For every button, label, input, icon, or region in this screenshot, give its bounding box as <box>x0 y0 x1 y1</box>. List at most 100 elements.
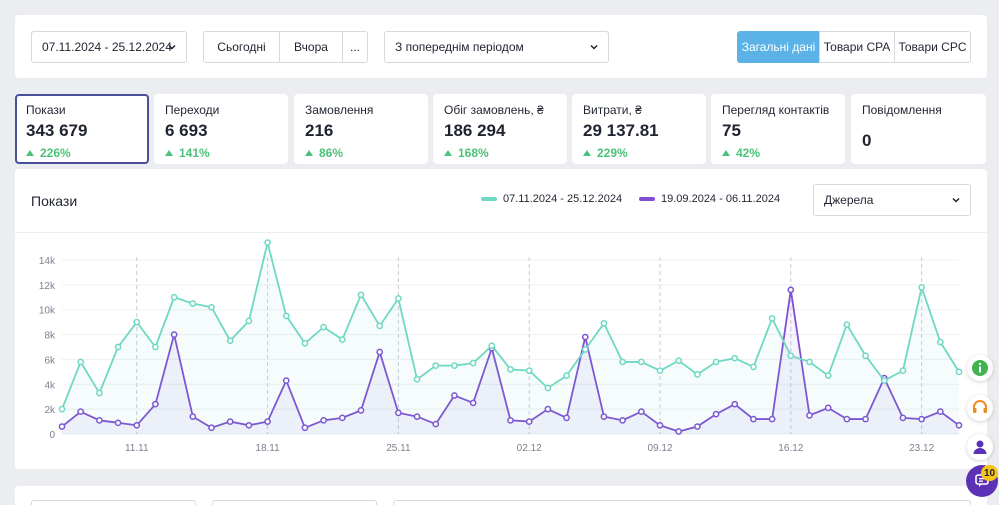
person-icon <box>973 440 987 454</box>
y-tick-label: 8k <box>44 331 56 342</box>
data-point <box>170 293 178 301</box>
data-point <box>395 295 402 302</box>
data-point <box>731 354 739 362</box>
info-icon <box>972 360 988 376</box>
data-point <box>114 343 122 351</box>
x-tick-label: 02.12 <box>517 443 542 454</box>
yesterday-button[interactable]: Вчора <box>279 31 343 63</box>
data-point <box>58 423 66 430</box>
kpi-card-clicks[interactable]: Переходи 6 693 141% <box>154 94 288 164</box>
data-point <box>544 384 552 392</box>
data-point <box>208 424 215 432</box>
data-point <box>581 333 589 341</box>
data-point <box>469 399 477 407</box>
bottom-field[interactable] <box>212 500 377 505</box>
data-point <box>320 416 327 424</box>
chat-unread-badge: 10 <box>981 465 999 481</box>
kpi-card-expenses[interactable]: Витрати, ₴ 29 137.81 229% <box>572 94 706 164</box>
kpi-card-contact-views[interactable]: Перегляд контактів 75 42% <box>711 94 845 164</box>
data-point <box>525 418 533 425</box>
kpi-value: 29 137.81 <box>583 121 659 140</box>
today-button[interactable]: Сьогодні <box>203 31 280 63</box>
legend-label: 19.09.2024 - 06.11.2024 <box>661 193 781 205</box>
date-range-select[interactable]: 07.11.2024 - 25.12.2024 <box>31 31 187 63</box>
data-point <box>880 377 888 384</box>
more-ranges-button[interactable]: ... <box>342 31 368 63</box>
kpi-label: Покази <box>26 103 66 117</box>
bottom-field[interactable] <box>393 500 971 505</box>
kpi-card-orders[interactable]: Замовлення 216 86% <box>294 94 428 164</box>
sources-select[interactable]: Джерела <box>813 184 971 216</box>
x-tick-label: 11.11 <box>125 443 149 454</box>
data-point <box>96 389 103 397</box>
data-point <box>563 414 570 422</box>
data-point <box>656 421 664 429</box>
kpi-card-messages[interactable]: Повідомлення 0 <box>851 94 986 164</box>
data-point <box>694 423 701 430</box>
data-point <box>133 421 141 429</box>
data-point <box>170 331 178 338</box>
kpi-card-order-turnover[interactable]: Обіг замовлень, ₴ 186 294 168% <box>433 94 567 164</box>
data-point <box>712 410 720 418</box>
support-button[interactable] <box>967 395 993 421</box>
tab-products-cpc[interactable]: Товари CPC <box>894 31 971 63</box>
tab-products-cpa-label: Товари CPA <box>823 40 891 54</box>
tab-products-cpa[interactable]: Товари CPA <box>819 31 895 63</box>
data-point <box>843 321 851 328</box>
data-point <box>152 343 159 351</box>
data-point <box>899 414 907 422</box>
info-button[interactable] <box>967 355 993 381</box>
data-point <box>918 415 925 423</box>
data-point <box>264 418 271 425</box>
kpi-label: Переходи <box>165 103 220 117</box>
data-point <box>357 291 365 299</box>
bottom-field[interactable] <box>31 500 196 505</box>
kpi-label: Обіг замовлень, ₴ <box>444 103 544 117</box>
data-point <box>619 416 626 424</box>
data-point <box>637 358 645 366</box>
chart-header-divider <box>15 232 987 233</box>
data-point <box>581 346 589 353</box>
date-range-value: 07.11.2024 - 25.12.2024 <box>42 40 172 54</box>
tab-general-data-label: Загальні дані <box>741 40 816 54</box>
data-point <box>936 338 944 346</box>
compare-period-select[interactable]: З попереднім періодом <box>384 31 609 63</box>
tab-general-data[interactable]: Загальні дані <box>737 31 820 63</box>
data-point <box>899 367 907 374</box>
data-point <box>675 357 683 365</box>
legend-current-period[interactable]: 07.11.2024 - 25.12.2024 <box>481 193 622 205</box>
tab-products-cpc-label: Товари CPC <box>898 40 967 54</box>
data-point <box>750 415 757 423</box>
data-point <box>694 370 701 378</box>
series-area <box>62 289 959 434</box>
x-tick-label: 18.11 <box>255 443 280 454</box>
kpi-value: 75 <box>722 121 741 140</box>
kpi-delta: 229% <box>583 146 695 160</box>
data-point <box>282 377 290 384</box>
legend-previous-period[interactable]: 19.09.2024 - 06.11.2024 <box>639 193 780 205</box>
y-tick-label: 10k <box>39 306 56 317</box>
more-ranges-label: ... <box>349 40 360 54</box>
kpi-value: 343 679 <box>26 121 88 140</box>
data-point <box>376 348 384 356</box>
data-point <box>525 367 533 374</box>
data-point <box>208 303 215 311</box>
y-tick-label: 0 <box>49 430 55 441</box>
data-point <box>843 415 851 423</box>
data-point <box>824 372 832 379</box>
data-point <box>114 419 122 427</box>
data-point <box>245 421 253 429</box>
compare-period-value: З попереднім періодом <box>395 40 524 54</box>
trend-up-icon <box>583 150 591 156</box>
trend-up-icon <box>444 150 452 156</box>
account-button[interactable] <box>967 434 993 460</box>
data-point <box>338 336 346 343</box>
y-tick-label: 6k <box>44 355 56 366</box>
data-point <box>619 358 626 366</box>
data-point <box>376 322 384 330</box>
data-point <box>245 317 253 325</box>
sources-value: Джерела <box>824 193 874 207</box>
data-point <box>301 424 309 432</box>
data-point <box>955 368 963 376</box>
kpi-card-impressions[interactable]: Покази 343 679 226% <box>15 94 149 164</box>
